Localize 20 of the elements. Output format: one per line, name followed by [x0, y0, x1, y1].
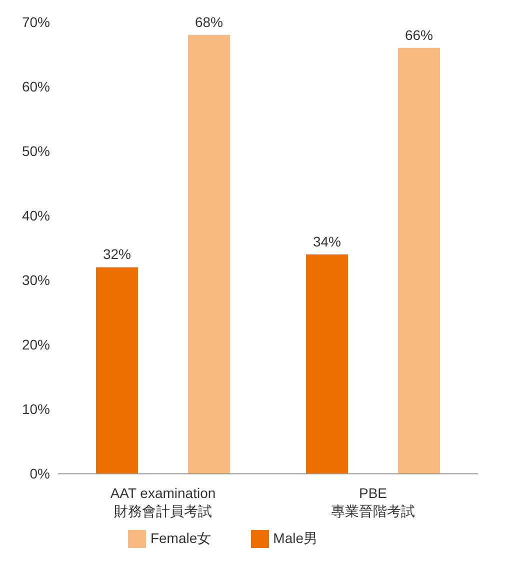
y-tick-label: 50%: [22, 143, 50, 160]
y-tick-label: 40%: [22, 208, 50, 224]
y-tick-label: 30%: [22, 272, 50, 288]
bar: [306, 254, 348, 474]
y-tick-label: 0%: [30, 466, 50, 482]
y-tick-label: 10%: [22, 401, 50, 418]
data-label: 68%: [194, 14, 224, 30]
y-tick-label: 20%: [22, 336, 50, 353]
x-tick-label: AAT examination 財務會計員考試: [110, 484, 216, 519]
y-tick-label: 60%: [22, 78, 50, 95]
legend-label: Female女: [150, 530, 212, 546]
bar: [398, 48, 440, 474]
x-tick-label: PBE 專業晉階考試: [331, 484, 415, 519]
legend-label: Male男: [273, 530, 318, 546]
data-label: 34%: [312, 233, 342, 250]
bar: [96, 267, 138, 474]
y-tick-label: 70%: [22, 14, 50, 30]
data-label: 66%: [404, 26, 434, 43]
bar: [188, 34, 230, 474]
data-label: 32%: [102, 246, 132, 262]
